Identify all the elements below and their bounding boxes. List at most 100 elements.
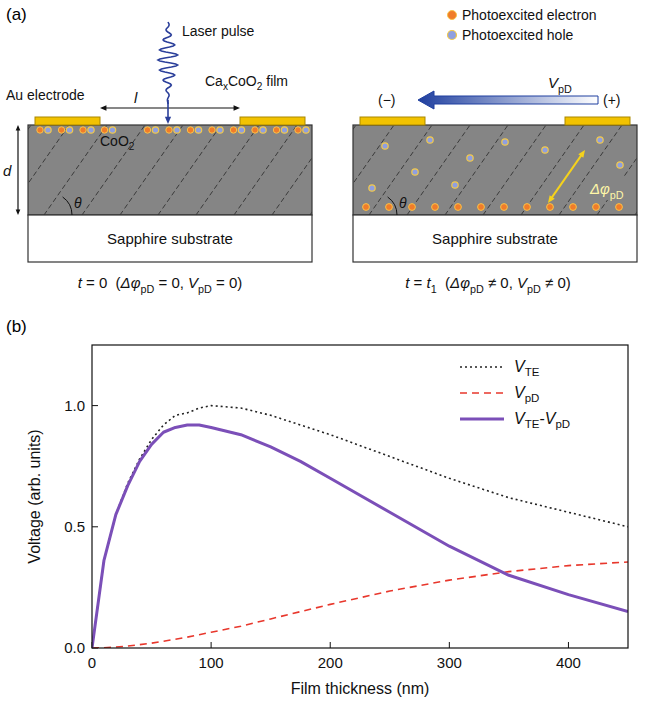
y-tick — [92, 405, 98, 406]
coo2-plane — [521, 125, 584, 215]
hole-dot — [427, 137, 433, 143]
caption-part: = — [409, 274, 426, 291]
laser-pulse — [158, 22, 178, 104]
film — [353, 125, 637, 215]
coo2-plane — [369, 125, 432, 215]
hole-dot — [452, 182, 458, 188]
coo2-plane — [272, 125, 312, 215]
coo2-plane — [635, 125, 637, 215]
plus-label-part: (+) — [603, 92, 621, 108]
electron-dot — [80, 127, 86, 133]
hole-dot — [303, 127, 309, 133]
caption: t = t1 (ΔφpD ≠ 0, VpD ≠ 0) — [405, 274, 570, 295]
plot-frame — [92, 345, 628, 648]
length-label-part: l — [134, 89, 138, 106]
hole-dot — [281, 127, 287, 133]
coo2-plane — [234, 125, 297, 215]
x-tick — [449, 642, 450, 648]
phase-arrow — [551, 154, 582, 199]
caption-part: pD — [140, 283, 154, 295]
arrow-head — [16, 125, 21, 131]
hole-dot — [448, 31, 457, 40]
caption-part: = 0, — [154, 274, 188, 291]
substrate-label: Sapphire substrate — [107, 230, 233, 247]
label-patch — [585, 178, 627, 200]
arrow-head — [234, 105, 240, 110]
hole-dot — [260, 127, 266, 133]
caption-part: ≠ 0) — [541, 274, 571, 291]
coo2-plane — [483, 125, 546, 215]
electron-dot — [478, 204, 485, 211]
electron-dot — [209, 127, 215, 133]
electron-dot — [524, 204, 531, 211]
y-tick — [92, 526, 98, 527]
minus-label-part: (−) — [378, 92, 396, 108]
series-line — [92, 562, 628, 648]
plus-label: (+) — [603, 92, 621, 108]
electron-dot — [363, 204, 370, 211]
phase-label-part: pD — [610, 189, 624, 201]
caption-part: Δφ — [120, 274, 141, 291]
coo2-plane — [28, 125, 31, 215]
hole-dot — [174, 127, 180, 133]
electron-dot — [593, 204, 600, 211]
legend-label-part: TE — [525, 418, 540, 430]
caption: t = 0 (ΔφpD = 0, VpD = 0) — [78, 274, 243, 295]
substrate — [353, 215, 637, 262]
caption-part: pD — [470, 283, 484, 295]
thickness-arrow — [17, 128, 18, 212]
chart: 01002003004000.00.51.0Film thickness (nm… — [26, 345, 628, 697]
electron-dot — [166, 127, 172, 133]
arrow-head — [165, 117, 171, 124]
electrode-label: Au electrode — [6, 87, 85, 103]
caption-part: = 0 ( — [82, 274, 121, 291]
hole-dot — [152, 127, 158, 133]
y-tick-label: 0.0 — [64, 639, 85, 656]
coo2-plane — [196, 125, 259, 215]
film-label-part: film — [262, 73, 288, 89]
laser-label-part: Laser pulse — [182, 23, 255, 39]
angle-label-part: θ — [74, 195, 82, 211]
substrate — [28, 215, 312, 262]
x-tick-label: 300 — [437, 654, 462, 671]
film — [28, 125, 312, 215]
electron-dot — [101, 127, 107, 133]
electron-dot — [455, 204, 462, 211]
x-tick-label: 100 — [199, 654, 224, 671]
minus-label: (−) — [378, 92, 396, 108]
caption-part: Δφ — [449, 274, 470, 291]
legend-label: VpD — [514, 384, 539, 404]
electron-dot — [409, 204, 416, 211]
electron-dot — [501, 204, 508, 211]
hole-dot — [382, 143, 388, 149]
caption-part: pD — [527, 283, 541, 295]
film-label: CaxCoO2 film — [205, 73, 288, 92]
substrate-label: Sapphire substrate — [432, 230, 558, 247]
coo2-plane — [597, 125, 637, 215]
figure: (a)Photoexcited electronPhotoexcited hol… — [0, 0, 650, 713]
hole-dot — [238, 127, 244, 133]
laser-arrow — [167, 100, 169, 118]
film-label-part: CoO — [228, 73, 257, 89]
x-tick-label: 0 — [88, 654, 96, 671]
y-tick-label: 0.5 — [64, 518, 85, 535]
panel-label: (a) — [6, 5, 27, 24]
film-label-part: Ca — [205, 73, 223, 89]
electrode — [565, 117, 630, 125]
hole-dot — [369, 185, 375, 191]
series-line — [92, 406, 628, 648]
x-tick-label: 400 — [556, 654, 581, 671]
legend-swatch — [460, 366, 504, 368]
arrow-head — [578, 150, 585, 158]
planes — [28, 125, 312, 215]
electron-dot — [273, 127, 279, 133]
electron-dot — [616, 204, 623, 211]
legend-label-part: pD — [525, 392, 540, 404]
electron-dot — [58, 127, 64, 133]
legend-label-part: TE — [525, 366, 540, 378]
legend-text-part: Photoexcited electron — [462, 7, 597, 23]
voltage-label: VpD — [548, 74, 572, 95]
hole-dot — [88, 127, 94, 133]
angle-label-part: θ — [399, 195, 407, 211]
planes — [353, 125, 637, 215]
